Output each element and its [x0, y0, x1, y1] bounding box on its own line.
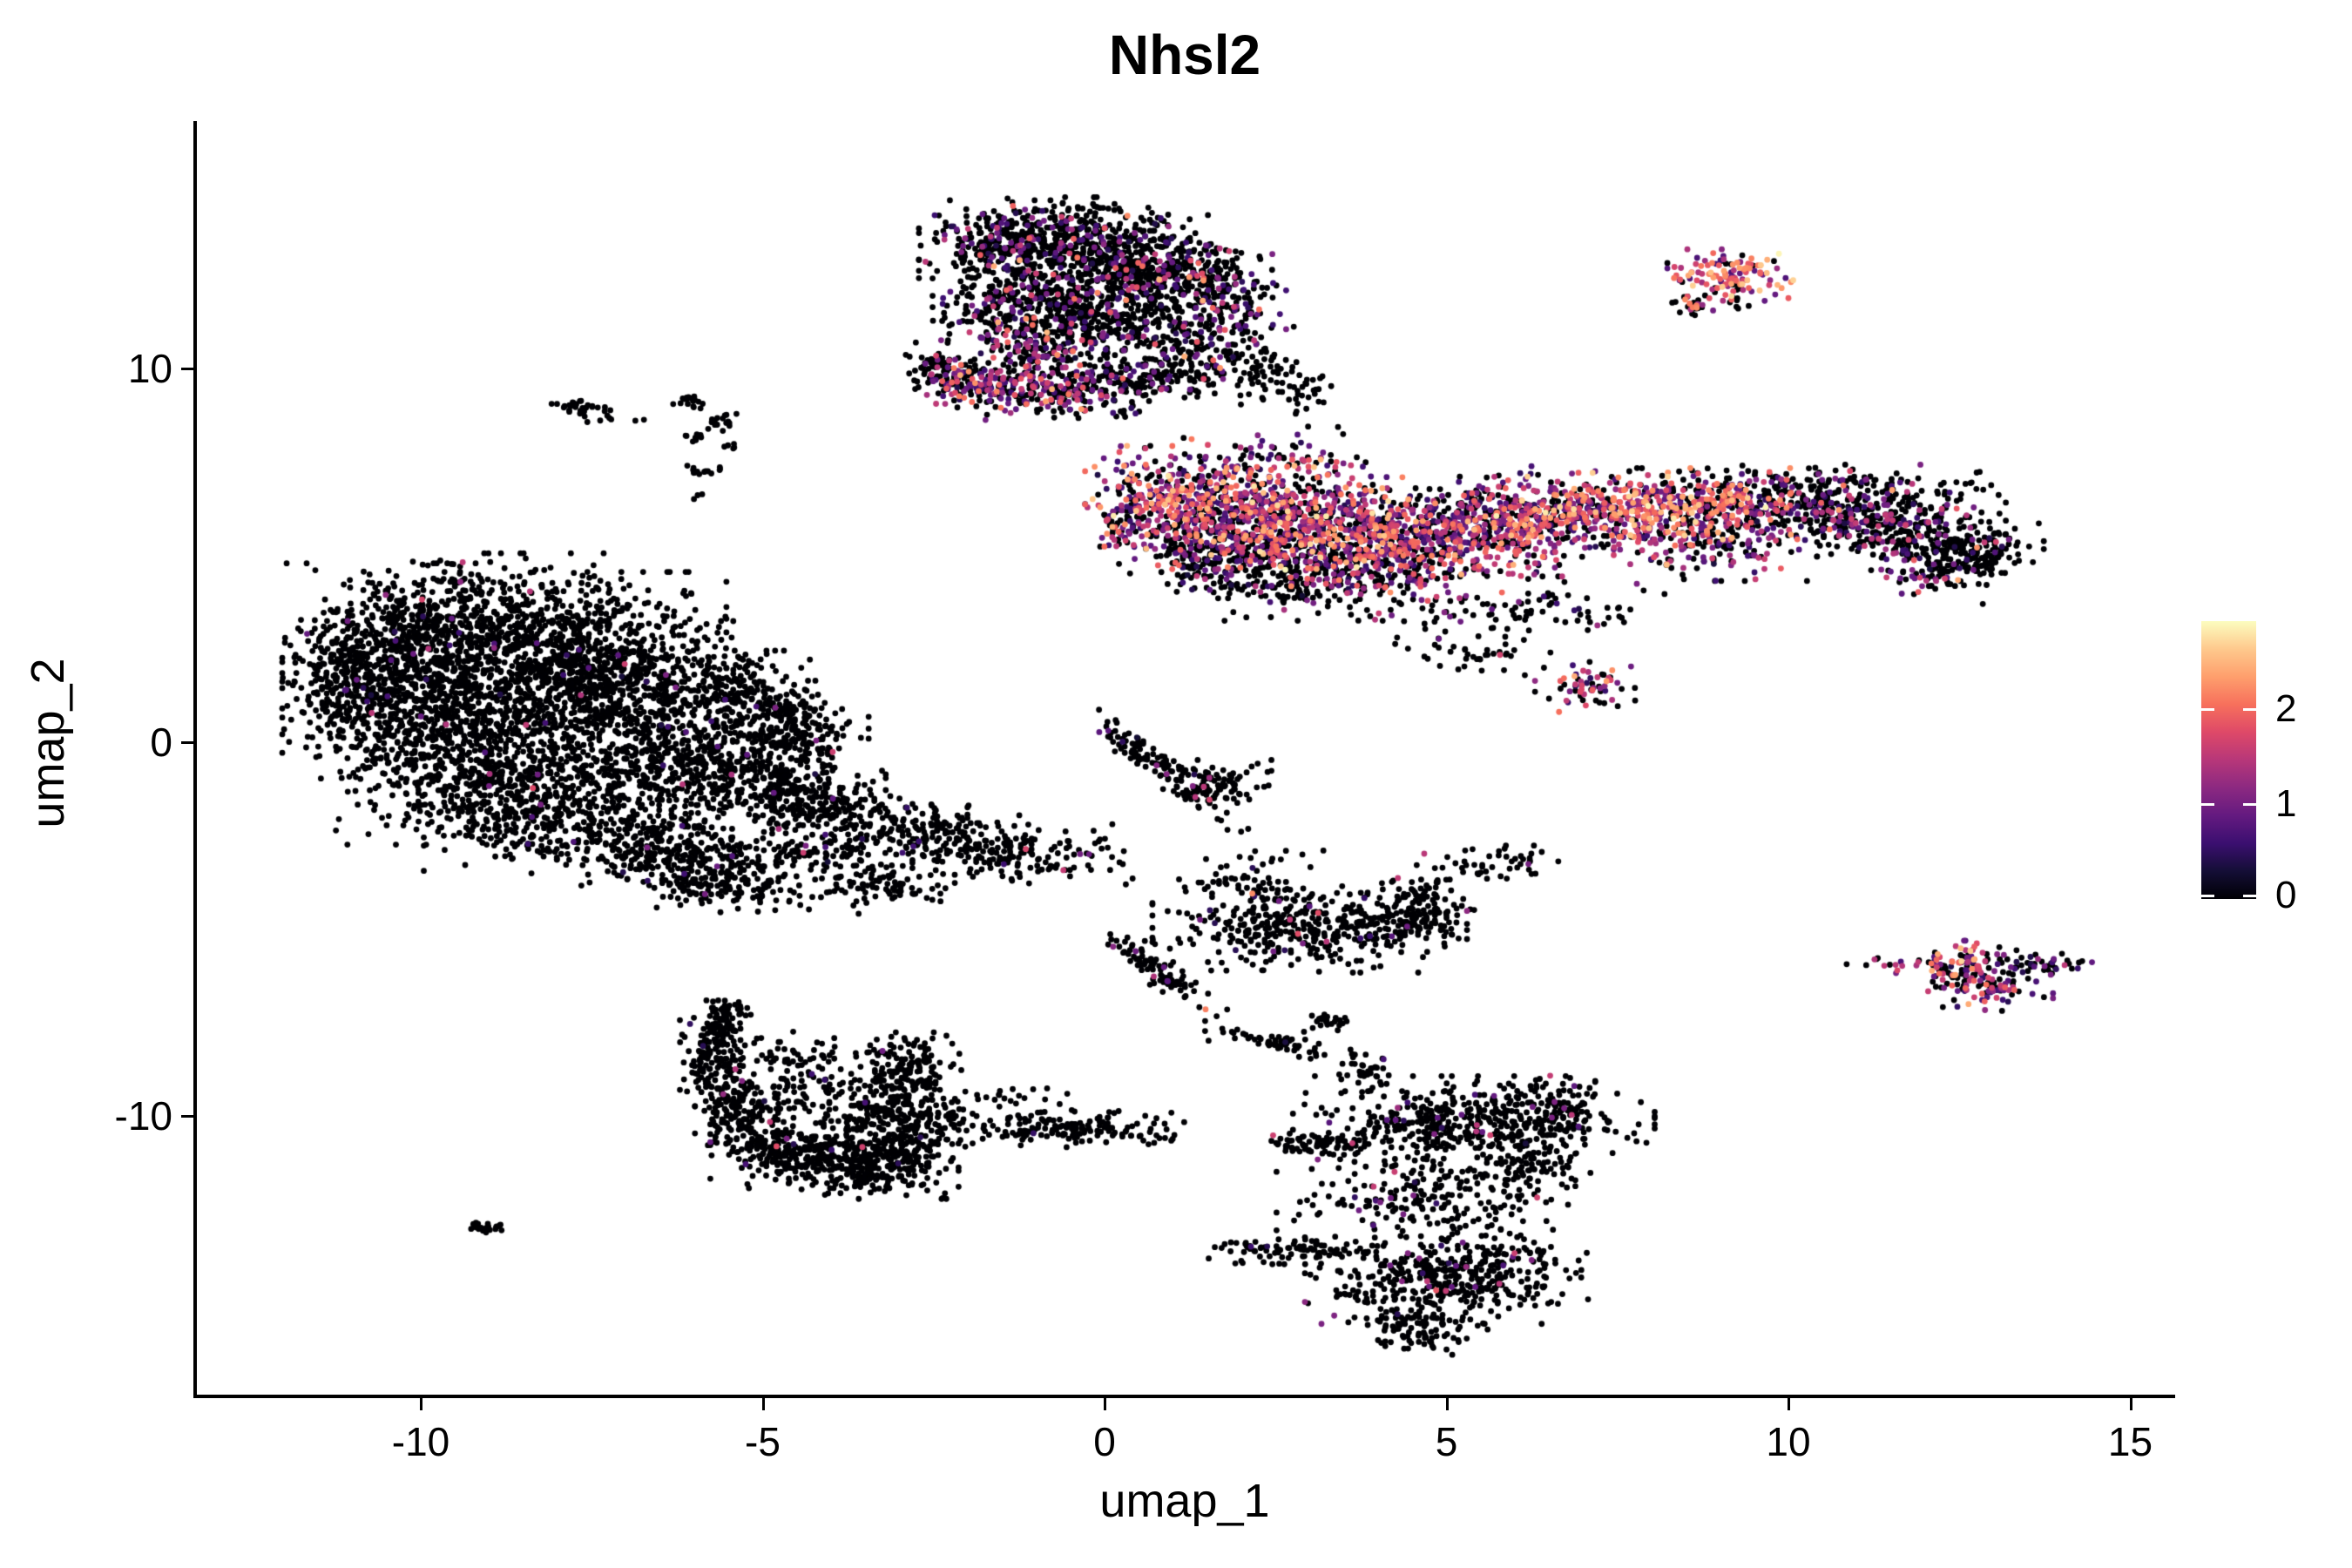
y-tick-mark [181, 368, 193, 370]
x-tick-label: 15 [2107, 1419, 2153, 1464]
colorbar-tick-mark [2201, 802, 2214, 806]
colorbar-tick-mark [2201, 895, 2214, 897]
x-tick-mark [2129, 1398, 2132, 1410]
x-tick-mark [1788, 1398, 1790, 1410]
colorbar-tick-mark [2243, 707, 2256, 711]
x-tick-label: 0 [1093, 1419, 1116, 1464]
plot-title: Nhsl2 [1108, 24, 1261, 86]
x-tick-label: -5 [745, 1419, 781, 1464]
x-tick-label: 10 [1766, 1419, 1811, 1464]
x-tick-mark [420, 1398, 422, 1410]
x-tick-mark [761, 1398, 765, 1410]
x-axis-title: umap_1 [1099, 1475, 1270, 1527]
colorbar-tick-mark [2243, 895, 2256, 897]
y-axis-line [193, 121, 197, 1398]
colorbar-tick-label: 0 [2275, 874, 2297, 916]
x-tick-label: 5 [1435, 1419, 1458, 1464]
y-tick-label: 0 [150, 720, 172, 765]
colorbar-tick-mark [2201, 707, 2214, 711]
colorbar-gradient [2201, 621, 2256, 899]
x-tick-mark [1104, 1398, 1106, 1410]
colorbar-tick-label: 1 [2275, 781, 2297, 825]
y-tick-label: -10 [114, 1093, 172, 1139]
x-axis-line [194, 1395, 2175, 1398]
colorbar-tick-label: 2 [2275, 686, 2297, 730]
y-tick-label: 10 [127, 346, 172, 391]
colorbar-tick-mark [2243, 802, 2256, 806]
x-tick-label: -10 [391, 1419, 450, 1464]
x-tick-mark [1445, 1398, 1449, 1410]
y-tick-mark [181, 741, 193, 744]
y-tick-mark [181, 1115, 193, 1118]
y-axis-title: umap_2 [22, 658, 74, 828]
